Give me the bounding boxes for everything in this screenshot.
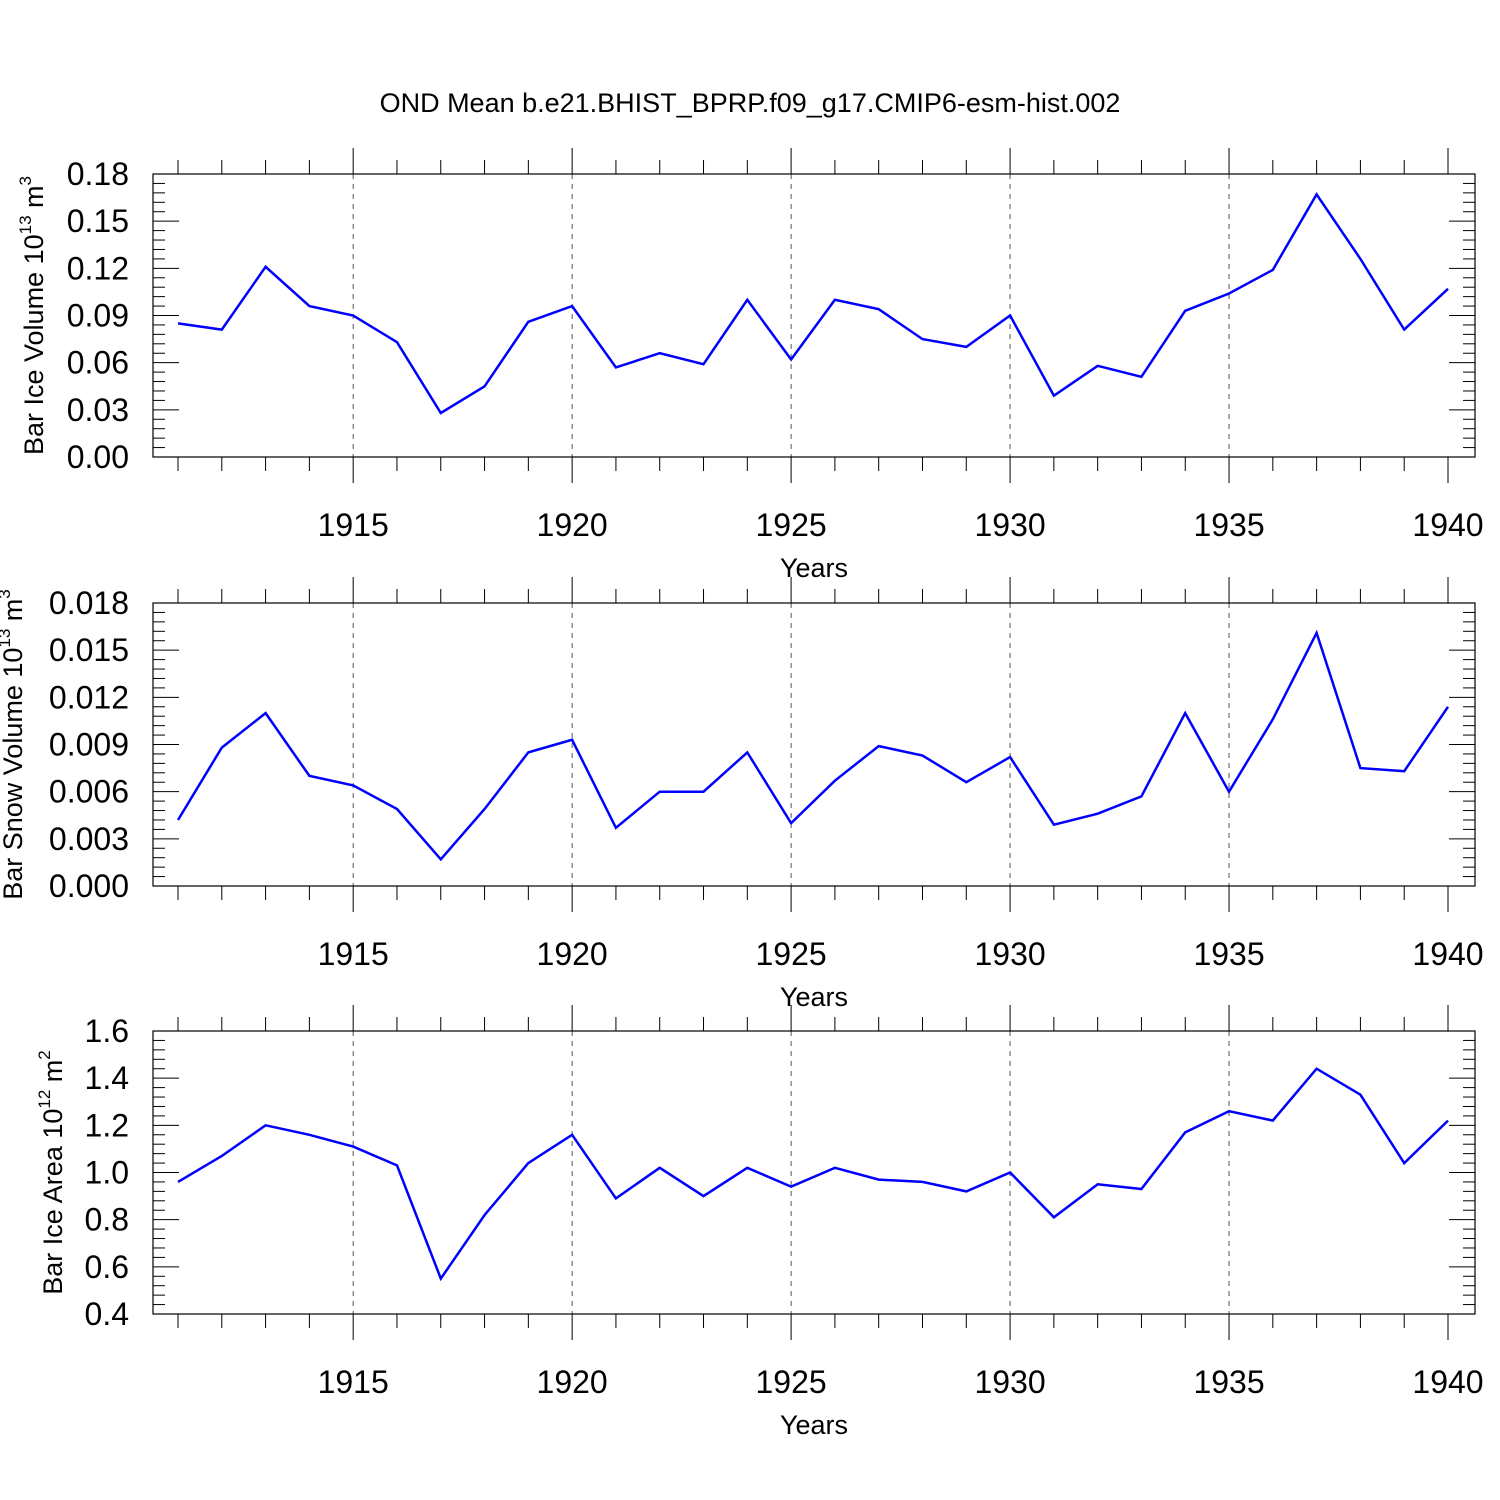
y-tick-label: 0.6 bbox=[85, 1249, 129, 1285]
y-axis-label: Bar Ice Area 1012 m2 bbox=[35, 1050, 68, 1295]
x-tick-label: 1920 bbox=[537, 936, 608, 972]
y-axis-label-unit: m bbox=[38, 1060, 68, 1090]
panel-3: 0.4 0.6 0.8 1.0 1.2 1.4 1.6 1915 1920 1925 1930 193… bbox=[35, 1005, 1484, 1440]
x-tick-label: 1920 bbox=[537, 1364, 608, 1400]
y-axis-label-unit: m bbox=[0, 599, 28, 629]
x-tick-label: 1920 bbox=[537, 507, 608, 543]
x-tick-label: 1925 bbox=[756, 507, 827, 543]
y-tick-label: 0.15 bbox=[67, 203, 129, 239]
y-tick-label: 0.12 bbox=[67, 250, 129, 286]
y-tick-label: 0.03 bbox=[67, 392, 129, 428]
y-tick-label: 0.015 bbox=[49, 632, 129, 668]
y-axis-label: Bar Ice Volume 1013 m3 bbox=[16, 176, 49, 455]
y-axis-label: Bar Snow Volume 1013 m3 bbox=[0, 589, 28, 900]
figure-title: OND Mean b.e21.BHIST_BPRP.f09_g17.CMIP6-… bbox=[380, 88, 1121, 118]
y-tick-label: 0.003 bbox=[49, 821, 129, 857]
panel-2: 0.000 0.003 0.006 0.009 0.012 0.015 0.018 1915 1… bbox=[0, 577, 1484, 1012]
x-tick-label: 1930 bbox=[974, 936, 1045, 972]
y-axis-label-unit-exponent: 2 bbox=[35, 1050, 54, 1059]
x-tick-label: 1930 bbox=[974, 507, 1045, 543]
x-tick-label: 1930 bbox=[974, 1364, 1045, 1400]
y-axis-label-unit: m bbox=[19, 185, 49, 215]
x-tick-label: 1940 bbox=[1412, 1364, 1483, 1400]
y-tick-label: 1.2 bbox=[85, 1107, 129, 1143]
y-tick-label: 0.18 bbox=[67, 156, 129, 192]
x-tick-label: 1915 bbox=[318, 1364, 389, 1400]
series-line bbox=[176, 629, 1450, 862]
y-tick-label: 0.8 bbox=[85, 1202, 129, 1238]
series-line bbox=[177, 1067, 1449, 1282]
y-tick-label: 0.009 bbox=[49, 727, 129, 763]
y-axis-label-text: Bar Ice Volume 10 bbox=[19, 234, 49, 455]
y-axis-label-exponent: 12 bbox=[35, 1090, 54, 1109]
panels: 0.00 0.03 0.06 0.09 0.12 0.15 0.18 1915 1920 1925… bbox=[0, 148, 1484, 1440]
y-tick-label: 0.000 bbox=[49, 868, 129, 904]
x-tick-label: 1940 bbox=[1412, 936, 1483, 972]
y-tick-label: 0.00 bbox=[67, 439, 129, 475]
y-axis-label-text: Bar Snow Volume 10 bbox=[0, 648, 28, 900]
y-tick-label: 0.006 bbox=[49, 774, 129, 810]
x-axis-label: Years bbox=[780, 982, 848, 1012]
x-tick-label: 1935 bbox=[1193, 1364, 1264, 1400]
panel-1: 0.00 0.03 0.06 0.09 0.12 0.15 0.18 1915 1920 1925… bbox=[16, 148, 1484, 583]
x-tick-label: 1915 bbox=[318, 936, 389, 972]
y-axis-label-unit-exponent: 3 bbox=[16, 176, 35, 185]
x-axis-label: Years bbox=[780, 1410, 848, 1440]
y-tick-label: 1.6 bbox=[85, 1013, 129, 1049]
y-tick-label: 1.4 bbox=[85, 1060, 129, 1096]
x-axis-label: Years bbox=[780, 553, 848, 583]
x-tick-label: 1925 bbox=[756, 936, 827, 972]
y-tick-label: 1.0 bbox=[85, 1155, 129, 1191]
x-tick-label: 1915 bbox=[318, 507, 389, 543]
x-tick-label: 1940 bbox=[1412, 507, 1483, 543]
x-tick-label: 1935 bbox=[1193, 936, 1264, 972]
y-tick-label: 0.06 bbox=[67, 345, 129, 381]
y-tick-label: 0.018 bbox=[49, 585, 129, 621]
y-axis-label-exponent: 13 bbox=[16, 215, 35, 234]
x-tick-label: 1935 bbox=[1193, 507, 1264, 543]
y-axis-label-exponent: 13 bbox=[0, 629, 14, 648]
x-tick-label: 1925 bbox=[756, 1364, 827, 1400]
y-tick-label: 0.09 bbox=[67, 298, 129, 334]
series-line bbox=[177, 192, 1449, 415]
y-axis-label-text: Bar Ice Area 10 bbox=[38, 1109, 68, 1295]
y-axis-label-unit-exponent: 3 bbox=[0, 589, 14, 598]
y-tick-label: 0.4 bbox=[85, 1296, 129, 1332]
y-tick-label: 0.012 bbox=[49, 679, 129, 715]
